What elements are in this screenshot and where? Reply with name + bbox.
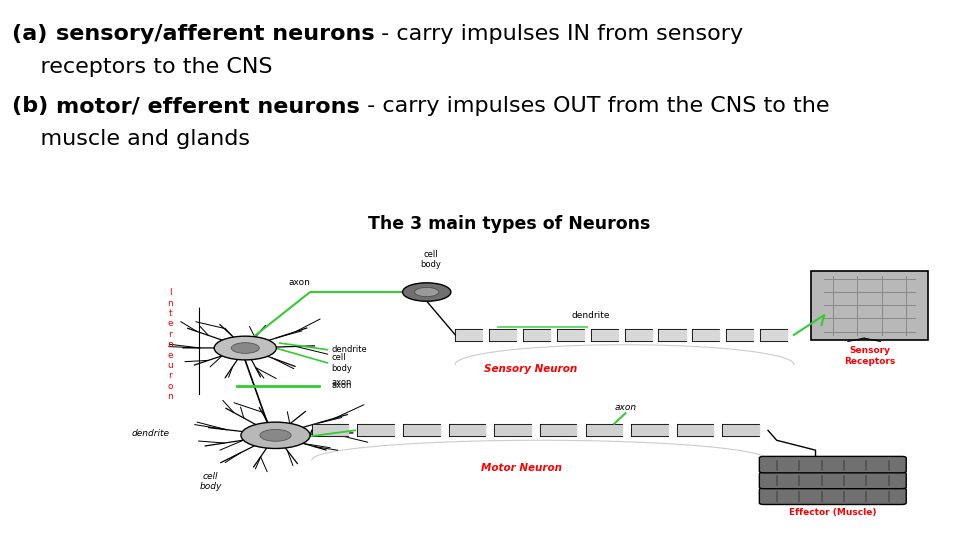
Text: axon: axon	[288, 278, 310, 287]
Text: sensory/afferent neurons: sensory/afferent neurons	[56, 24, 374, 44]
Text: muscle and glands: muscle and glands	[12, 129, 251, 148]
Text: motor/ efferent neurons: motor/ efferent neurons	[57, 96, 360, 116]
Circle shape	[241, 422, 310, 449]
Text: (a): (a)	[12, 24, 56, 44]
FancyBboxPatch shape	[811, 271, 927, 340]
Text: cell
body: cell body	[332, 353, 352, 373]
Text: (b): (b)	[12, 96, 57, 116]
Text: Sensory
Receptors: Sensory Receptors	[844, 346, 895, 366]
Circle shape	[415, 287, 439, 296]
Text: The 3 main types of Neurons: The 3 main types of Neurons	[368, 214, 650, 233]
Text: axon: axon	[332, 378, 352, 387]
FancyBboxPatch shape	[759, 488, 906, 504]
Circle shape	[214, 336, 276, 360]
Text: dendrite: dendrite	[332, 345, 368, 354]
Text: cell
body: cell body	[420, 249, 442, 269]
FancyBboxPatch shape	[759, 472, 906, 489]
Circle shape	[231, 343, 259, 353]
FancyBboxPatch shape	[759, 456, 906, 473]
Text: dendrite: dendrite	[132, 429, 169, 438]
Text: receptors to the CNS: receptors to the CNS	[12, 57, 273, 77]
Text: Motor Neuron: Motor Neuron	[481, 463, 563, 474]
Text: I
n
t
e
r
n
e
u
r
o
n: I n t e r n e u r o n	[167, 288, 173, 401]
Text: Sensory Neuron: Sensory Neuron	[484, 364, 577, 375]
Text: - carry impulses IN from sensory: - carry impulses IN from sensory	[374, 24, 743, 44]
Text: - carry impulses OUT from the CNS to the: - carry impulses OUT from the CNS to the	[360, 96, 829, 116]
Text: cell
body: cell body	[200, 471, 222, 491]
Circle shape	[260, 429, 291, 441]
Text: dendrite: dendrite	[571, 311, 611, 320]
Text: axon: axon	[614, 403, 636, 412]
Text: Effector (Muscle): Effector (Muscle)	[789, 508, 876, 517]
Text: axon: axon	[332, 381, 352, 390]
Circle shape	[402, 283, 451, 301]
